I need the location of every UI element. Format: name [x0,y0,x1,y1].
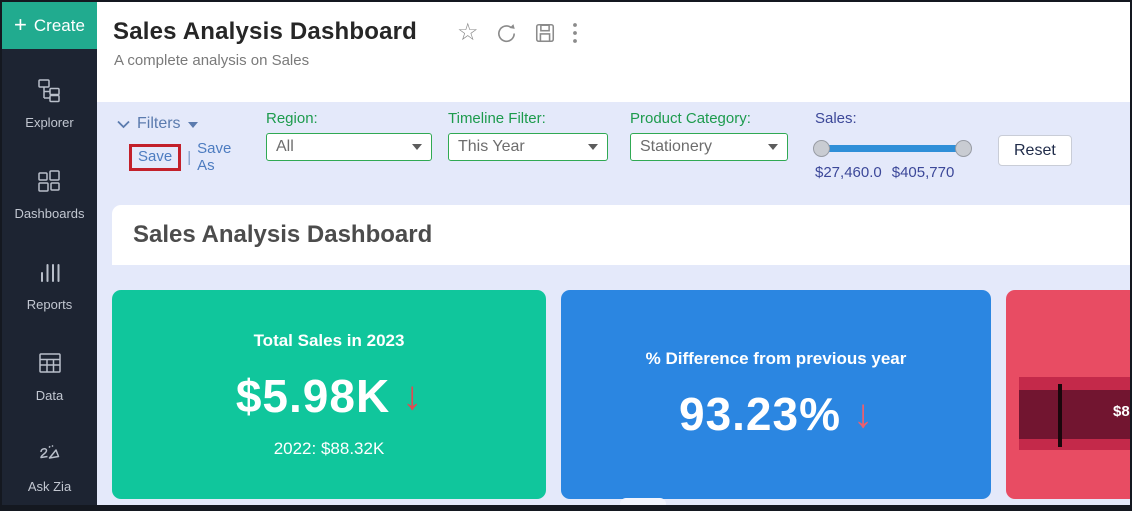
timeline-dropdown-value: This Year [458,138,525,155]
bullet-chart-card: $8 [1006,290,1130,499]
save-divider: | [187,148,192,166]
sidebar-item-data[interactable]: Data [36,350,63,403]
dropdown-caret-icon [768,144,778,150]
reset-button[interactable]: Reset [998,135,1072,166]
trend-down-arrow-icon: ↓ [402,373,423,418]
bullet-measure-bar [1019,390,1130,439]
sidebar-item-ask-zia[interactable]: Ask Zia [28,441,71,494]
sales-filter-label: Sales: [815,110,857,127]
save-filter-link[interactable]: Save [129,143,182,171]
sidebar-item-label: Ask Zia [27,479,72,494]
kpi-card-total-sales: Total Sales in 2023 $5.98K ↓ 2022: $88.3… [112,290,546,499]
header-actions: ☆ [457,21,578,45]
sidebar-item-explorer[interactable]: Explorer [25,77,74,130]
filters-label: Filters [137,115,181,132]
dropdown-caret-icon [588,144,598,150]
dashboard-header: Sales Analysis Dashboard ☆ [97,2,1130,102]
timeline-filter-label: Timeline Filter: [448,110,546,127]
dashboards-icon [36,168,62,199]
timeline-filter: Timeline Filter: This Year [448,110,608,161]
kpi-card-percent-difference: % Difference from previous year 93.23% ↓ [561,290,991,499]
filters-toggle[interactable]: Filters [117,115,247,133]
filters-caret-icon [187,122,198,128]
kebab-menu-icon[interactable] [572,22,578,44]
bullet-target-marker [1058,384,1062,447]
zia-icon [37,441,63,472]
sidebar-item-dashboards[interactable]: Dashboards [14,168,85,221]
plus-icon: + [14,11,27,37]
kpi-card-title: Total Sales in 2023 [253,330,405,350]
sidebar: + Create Explorer [2,2,97,505]
product-category-dropdown[interactable]: Stationery [630,133,788,161]
region-dropdown[interactable]: All [266,133,432,161]
explorer-icon [36,77,62,108]
horizontal-scroll-notch[interactable] [620,498,666,505]
region-filter-label: Region: [266,110,318,127]
slider-handle-max[interactable] [955,140,972,157]
sales-min-value: $27,460.0 [815,164,882,181]
page-subtitle: A complete analysis on Sales [114,52,310,69]
page-title: Sales Analysis Dashboard [113,18,418,45]
save-as-filter-link[interactable]: Save As [197,140,232,174]
kpi-card-value: $5.98K [235,369,391,422]
filters-block: Filters Save | Save As [117,110,247,174]
filters-save-row: Save | Save As [129,140,247,174]
product-category-filter-label: Product Category: [630,110,751,127]
slider-track[interactable] [817,145,968,152]
dashboard-heading-panel: Sales Analysis Dashboard [112,205,1130,265]
sales-range-values: $27,460.0 $405,770 [815,164,970,181]
kpi-card-value: 93.23% [678,387,841,440]
create-button[interactable]: + Create [2,2,97,49]
kpi-cards-row: Total Sales in 2023 $5.98K ↓ 2022: $88.3… [112,290,1130,499]
filter-bar: Filters Save | Save As Region: All Timel… [97,102,1130,205]
sales-range-slider[interactable] [813,140,972,157]
chevron-down-icon [117,120,130,128]
trend-down-arrow-icon: ↓ [853,391,873,436]
sales-max-value: $405,770 [891,164,955,181]
product-category-dropdown-value: Stationery [640,138,713,155]
timeline-dropdown[interactable]: This Year [448,133,608,161]
reports-icon [37,259,63,290]
create-button-label: Create [33,15,85,35]
main-area: Sales Analysis Dashboard ☆ [97,2,1130,505]
sales-range-filter: Sales: $27,460.0 $405,770 [813,110,972,181]
sidebar-item-label: Dashboards [14,206,85,221]
sidebar-item-label: Data [35,388,64,403]
slider-handle-min[interactable] [813,140,830,157]
region-filter: Region: All [266,110,432,161]
region-dropdown-value: All [276,138,294,155]
data-icon [37,350,63,381]
kpi-card-comparison: 2022: $88.32K [273,438,385,458]
bullet-value-label: $8 [1113,403,1130,420]
sidebar-nav: Explorer Dashboards [2,49,97,494]
sidebar-item-reports[interactable]: Reports [26,259,73,312]
refresh-icon[interactable] [495,22,518,45]
save-icon[interactable] [534,22,556,44]
sidebar-item-label: Explorer [25,115,74,130]
kpi-card-title: % Difference from previous year [645,348,907,368]
dashboard-heading: Sales Analysis Dashboard [133,221,433,248]
product-category-filter: Product Category: Stationery [630,110,788,161]
sidebar-item-label: Reports [26,297,73,312]
dropdown-caret-icon [412,144,422,150]
star-icon[interactable]: ☆ [457,19,479,46]
